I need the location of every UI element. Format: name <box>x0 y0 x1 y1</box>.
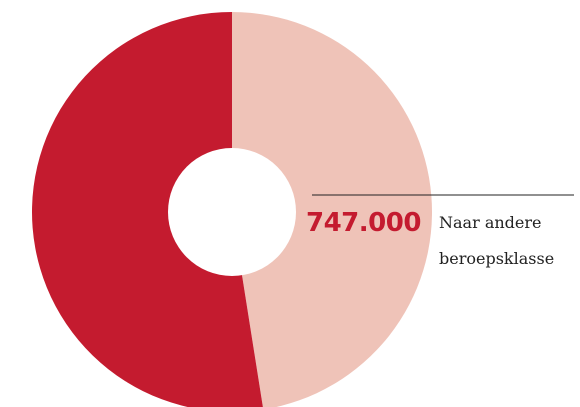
annotation-value-label: 747.000 <box>306 208 421 238</box>
donut-slices <box>32 12 432 407</box>
donut-hole <box>168 148 296 276</box>
donut-slice-1 <box>232 12 432 407</box>
donut-slice-2 <box>32 12 263 407</box>
annotation-text-line-1: Naar andere <box>439 213 541 232</box>
annotation-text-line-2: beroepsklasse <box>439 249 554 268</box>
